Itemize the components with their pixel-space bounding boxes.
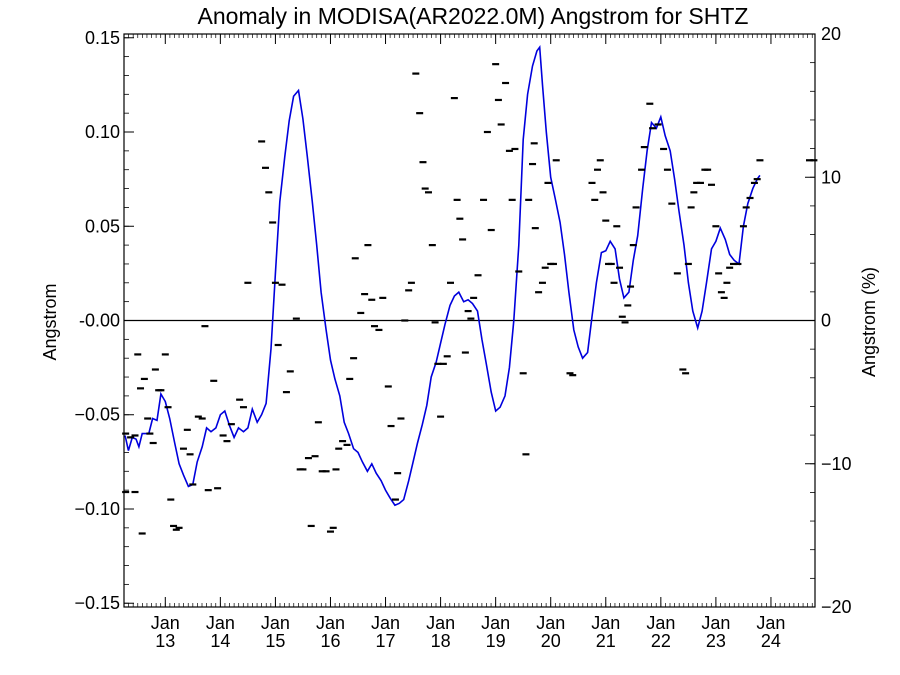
y-tick-label: 0.05: [85, 216, 120, 236]
y-tick-label: 0.15: [85, 28, 120, 48]
x-tick-label-year: 16: [320, 631, 340, 651]
y-right-tick-label: −10: [821, 454, 852, 474]
x-tick-label-year: 18: [431, 631, 451, 651]
x-tick-label-month: Jan: [371, 613, 400, 633]
x-tick-label-month: Jan: [206, 613, 235, 633]
x-tick-labels: Jan13Jan14Jan15Jan16Jan17Jan18Jan19Jan20…: [151, 613, 786, 651]
y-axis-right-label: Angstrom (%): [859, 267, 879, 377]
y-tick-labels: −0.15 −0.10 −0.05 -0.00 0.05 0.10 0.15: [74, 28, 120, 613]
y-tick-label: −0.15: [74, 593, 120, 613]
y-right-tick-label: 10: [821, 167, 841, 187]
x-tick-label-year: 19: [486, 631, 506, 651]
plot-area: [122, 33, 818, 608]
x-tick-label-month: Jan: [701, 613, 730, 633]
x-tick-label-year: 20: [541, 631, 561, 651]
y-right-tick-label: −20: [821, 597, 852, 617]
x-tick-label-month: Jan: [426, 613, 455, 633]
x-tick-label-year: 23: [706, 631, 726, 651]
chart-title: Anomaly in MODISA(AR2022.0M) Angstrom fo…: [198, 3, 749, 29]
x-tick-label-month: Jan: [261, 613, 290, 633]
x-tick-label-month: Jan: [536, 613, 565, 633]
scatter-points: [122, 63, 818, 535]
x-tick-label-month: Jan: [481, 613, 510, 633]
series-line: [124, 44, 761, 507]
x-tick-label-year: 17: [376, 631, 396, 651]
x-tick-label-year: 15: [265, 631, 285, 651]
x-tick-label-year: 24: [761, 631, 781, 651]
y-tick-label: −0.05: [74, 405, 120, 425]
x-tick-label-month: Jan: [591, 613, 620, 633]
x-tick-label-month: Jan: [151, 613, 180, 633]
y-right-tick-labels: −20 −10 0 10 20: [821, 24, 852, 617]
x-tick-label-month: Jan: [316, 613, 345, 633]
x-tick-label-year: 13: [155, 631, 175, 651]
y-tick-label: -0.00: [79, 311, 120, 331]
x-tick-label-year: 21: [596, 631, 616, 651]
x-tick-label-year: 14: [210, 631, 230, 651]
x-tick-label-month: Jan: [756, 613, 785, 633]
y-right-tick-label: 0: [821, 311, 831, 331]
y-right-tick-label: 20: [821, 24, 841, 44]
y-tick-label: −0.10: [74, 499, 120, 519]
y-tick-label: 0.10: [85, 122, 120, 142]
y-axis-label: Angstrom: [40, 283, 60, 360]
x-tick-label-year: 22: [651, 631, 671, 651]
x-tick-label-month: Jan: [646, 613, 675, 633]
